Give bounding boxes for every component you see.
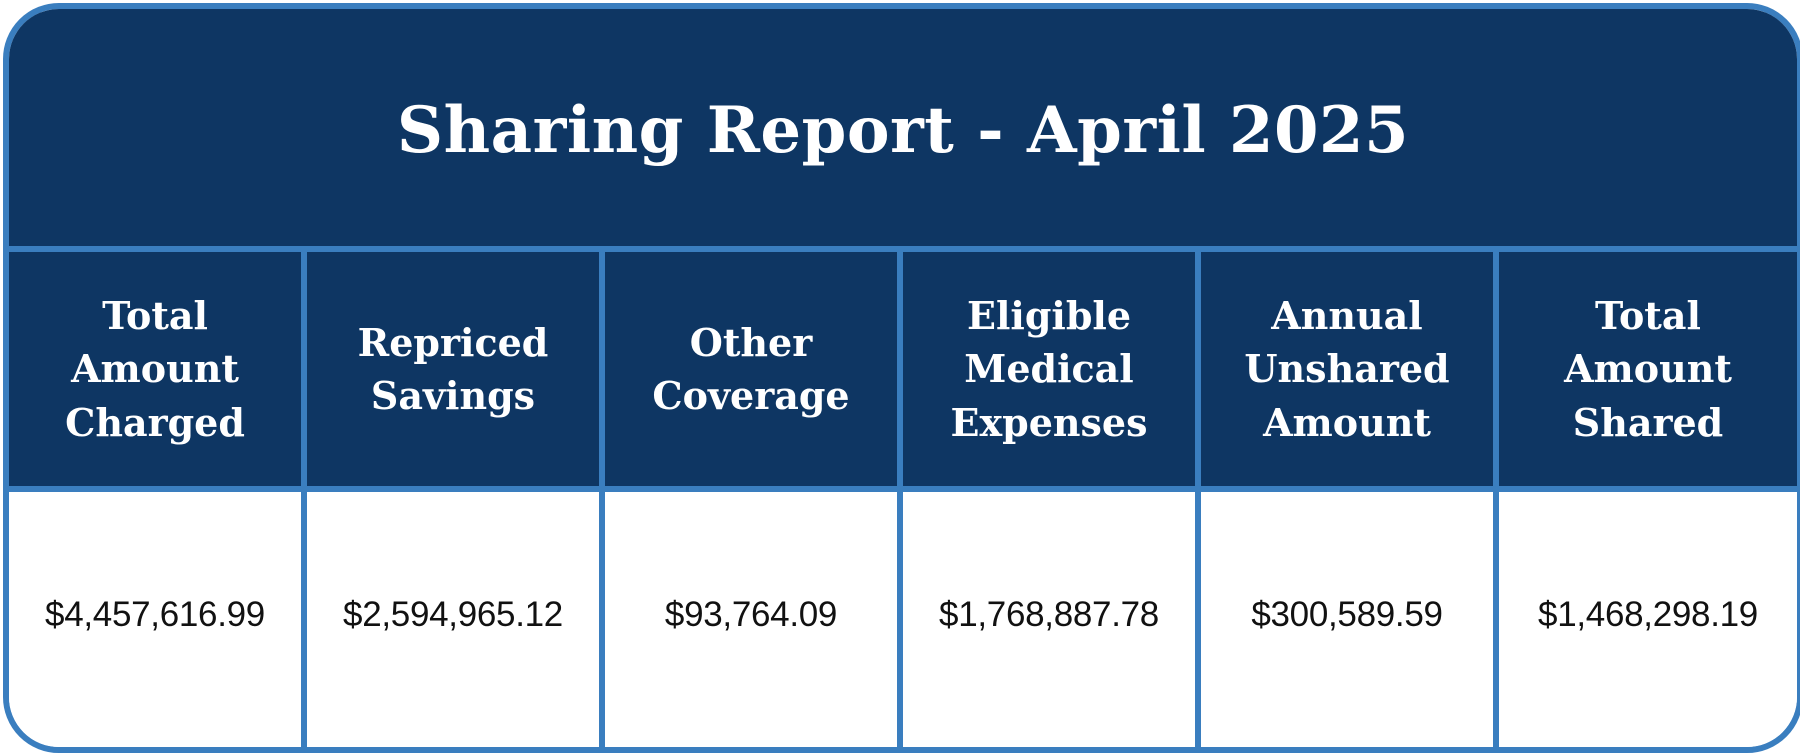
value-cell: $2,594,965.12 <box>307 492 599 747</box>
value-cell: $93,764.09 <box>605 492 897 747</box>
header-line: Other <box>689 319 813 365</box>
header-line: Amount <box>71 346 239 392</box>
column-header-label: Repriced Savings <box>358 316 549 422</box>
value-other-coverage: $93,764.09 <box>664 594 838 634</box>
value-cell: $1,468,298.19 <box>1499 492 1797 747</box>
value-total-amount-shared: $1,468,298.19 <box>1538 594 1758 634</box>
header-line: Amount <box>1564 346 1732 392</box>
header-line: Charged <box>65 399 245 445</box>
header-line: Savings <box>370 373 536 418</box>
value-cell: $300,589.59 <box>1201 492 1493 747</box>
column-header: Total Amount Charged <box>9 252 301 492</box>
header-line: Eligible <box>966 293 1132 339</box>
header-line: Shared <box>1572 399 1724 445</box>
column-other-coverage: Other Coverage $93,764.09 <box>605 252 903 747</box>
column-eligible-medical-expenses: Eligible Medical Expenses $1,768,887.78 <box>903 252 1201 747</box>
column-header-label: Annual Unshared Amount <box>1244 289 1449 449</box>
value-cell: $4,457,616.99 <box>9 492 301 747</box>
report-grid: Total Amount Charged $4,457,616.99 Repri… <box>9 252 1797 747</box>
header-line: Amount <box>1263 399 1431 445</box>
value-total-amount-charged: $4,457,616.99 <box>45 594 265 634</box>
header-line: Total <box>102 293 208 339</box>
header-line: Medical <box>964 346 1134 392</box>
header-line: Coverage <box>652 373 850 418</box>
header-line: Total <box>1595 293 1701 339</box>
column-header: Repriced Savings <box>307 252 599 492</box>
column-header-label: Other Coverage <box>652 316 849 422</box>
column-header: Total Amount Shared <box>1499 252 1797 492</box>
value-eligible-medical-expenses: $1,768,887.78 <box>939 594 1159 634</box>
column-total-amount-shared: Total Amount Shared $1,468,298.19 <box>1499 252 1797 747</box>
column-annual-unshared-amount: Annual Unshared Amount $300,589.59 <box>1201 252 1499 747</box>
value-cell: $1,768,887.78 <box>903 492 1195 747</box>
column-total-amount-charged: Total Amount Charged $4,457,616.99 <box>9 252 307 747</box>
column-header-label: Total Amount Charged <box>65 289 245 449</box>
header-line: Repriced <box>357 319 549 365</box>
header-line: Unshared <box>1244 346 1450 392</box>
title-bar: Sharing Report - April 2025 <box>9 9 1797 252</box>
value-repriced-savings: $2,594,965.12 <box>343 594 563 634</box>
report-title: Sharing Report - April 2025 <box>396 93 1410 168</box>
value-annual-unshared-amount: $300,589.59 <box>1251 594 1443 634</box>
column-header: Annual Unshared Amount <box>1201 252 1493 492</box>
header-line: Expenses <box>950 399 1148 445</box>
column-header: Other Coverage <box>605 252 897 492</box>
sharing-report-table: Sharing Report - April 2025 Total Amount… <box>3 3 1800 753</box>
column-header: Eligible Medical Expenses <box>903 252 1195 492</box>
header-line: Annual <box>1271 293 1423 339</box>
column-repriced-savings: Repriced Savings $2,594,965.12 <box>307 252 605 747</box>
column-header-label: Eligible Medical Expenses <box>951 289 1148 449</box>
column-header-label: Total Amount Shared <box>1564 289 1732 449</box>
